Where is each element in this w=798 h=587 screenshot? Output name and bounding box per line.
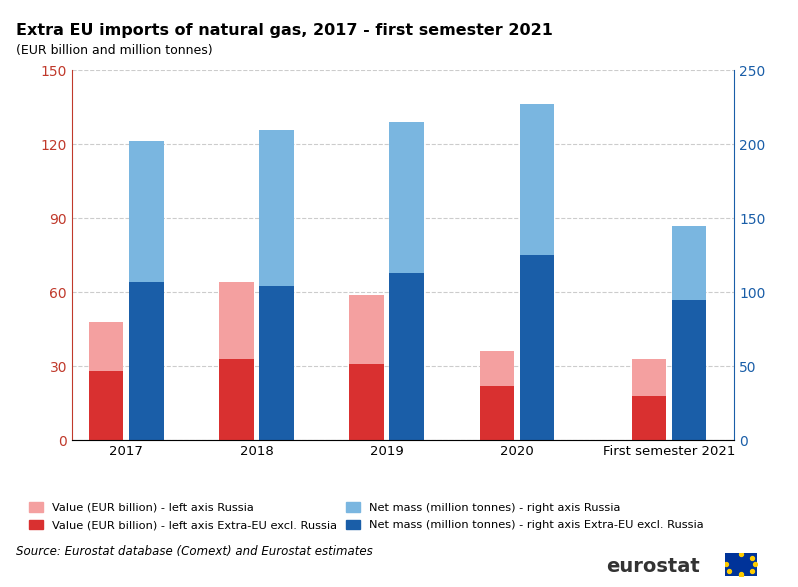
Bar xyxy=(128,141,164,282)
Point xyxy=(734,549,747,559)
Bar xyxy=(631,359,666,440)
Bar xyxy=(519,255,555,440)
Bar xyxy=(259,286,294,440)
Bar xyxy=(389,122,425,273)
Bar xyxy=(219,359,254,440)
Text: Extra EU imports of natural gas, 2017 - first semester 2021: Extra EU imports of natural gas, 2017 - … xyxy=(16,23,553,39)
Point xyxy=(745,553,758,562)
Point xyxy=(749,559,761,569)
Text: eurostat: eurostat xyxy=(606,557,700,576)
Legend: Value (EUR billion) - left axis Russia, Value (EUR billion) - left axis Extra-EU: Value (EUR billion) - left axis Russia, … xyxy=(25,498,708,535)
Point xyxy=(734,569,747,579)
Bar xyxy=(350,295,384,440)
Point xyxy=(745,566,758,575)
Bar xyxy=(89,371,124,440)
Text: Source: Eurostat database (Comext) and Eurostat estimates: Source: Eurostat database (Comext) and E… xyxy=(16,545,373,558)
Bar xyxy=(672,226,706,300)
Bar xyxy=(128,282,164,440)
Bar xyxy=(672,300,706,440)
Bar xyxy=(389,273,425,440)
Point xyxy=(734,571,747,580)
Bar xyxy=(480,352,514,440)
Bar xyxy=(519,104,555,255)
Bar xyxy=(219,282,254,440)
Bar xyxy=(631,396,666,440)
Point xyxy=(720,559,733,569)
Bar xyxy=(259,130,294,286)
Text: (EUR billion and million tonnes): (EUR billion and million tonnes) xyxy=(16,44,212,57)
Bar xyxy=(89,322,124,440)
Bar xyxy=(350,364,384,440)
Bar xyxy=(480,386,514,440)
Point xyxy=(723,566,736,575)
